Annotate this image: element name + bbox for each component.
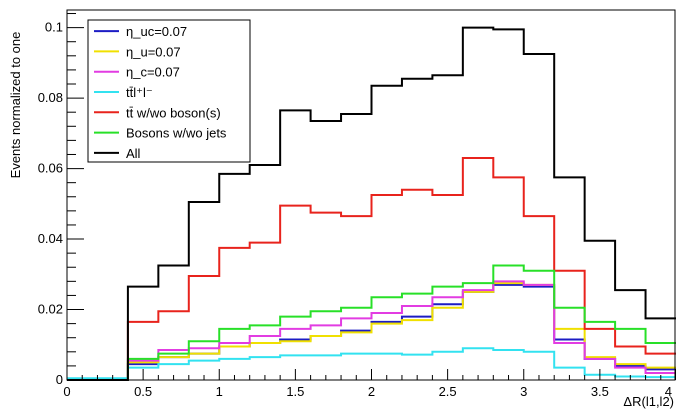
x-tick-label: 1 bbox=[216, 384, 223, 399]
y-axis-title: Events normalized to one bbox=[8, 32, 23, 179]
legend: η_uc=0.07 η_u=0.07 η_c=0.07 tt̄l⁺l⁻ tt̄ w/wo… bbox=[87, 19, 251, 163]
legend-label-6: All bbox=[126, 146, 141, 161]
legend-label-5: Bosons w/wo jets bbox=[126, 126, 227, 141]
x-tick-label: 2 bbox=[368, 384, 375, 399]
series-line-5 bbox=[67, 264, 676, 381]
y-tick-label: 0 bbox=[56, 372, 63, 387]
axes: 0 0.5 1 1.5 2 2.5 3 3.5 4 0 0.02 0.04 0.06 0.08 0.1 bbox=[38, 13, 676, 399]
x-tick-label: 3 bbox=[520, 384, 527, 399]
x-tick-label: 2.5 bbox=[439, 384, 457, 399]
legend-label-3: tt̄l⁺l⁻ bbox=[126, 85, 153, 100]
legend-label-1: η_u=0.07 bbox=[126, 44, 181, 59]
legend-label-4: tt̄ w/wo boson(s) bbox=[126, 105, 221, 120]
y-tick-label: 0.02 bbox=[38, 302, 63, 317]
x-tick-label: 4 bbox=[665, 384, 672, 399]
x-axis-title: ΔR(l1,l2) bbox=[623, 394, 674, 409]
y-tick-label: 0.04 bbox=[38, 231, 63, 246]
plot-series bbox=[67, 26, 676, 381]
x-tick-label: 3.5 bbox=[591, 384, 609, 399]
series-line-6 bbox=[67, 26, 676, 381]
series-line-1 bbox=[67, 282, 676, 381]
y-tick-label: 0.08 bbox=[38, 90, 63, 105]
y-tick-label: 0.1 bbox=[45, 20, 63, 35]
legend-label-2: η_c=0.07 bbox=[126, 65, 180, 80]
y-tick-label: 0.06 bbox=[38, 161, 63, 176]
legend-label-0: η_uc=0.07 bbox=[126, 24, 187, 39]
x-tick-label: 0 bbox=[63, 384, 70, 399]
x-tick-label: 1.5 bbox=[286, 384, 304, 399]
x-tick-label: 0.5 bbox=[134, 384, 152, 399]
series-line-3 bbox=[67, 347, 676, 380]
series-line-4 bbox=[67, 157, 676, 381]
